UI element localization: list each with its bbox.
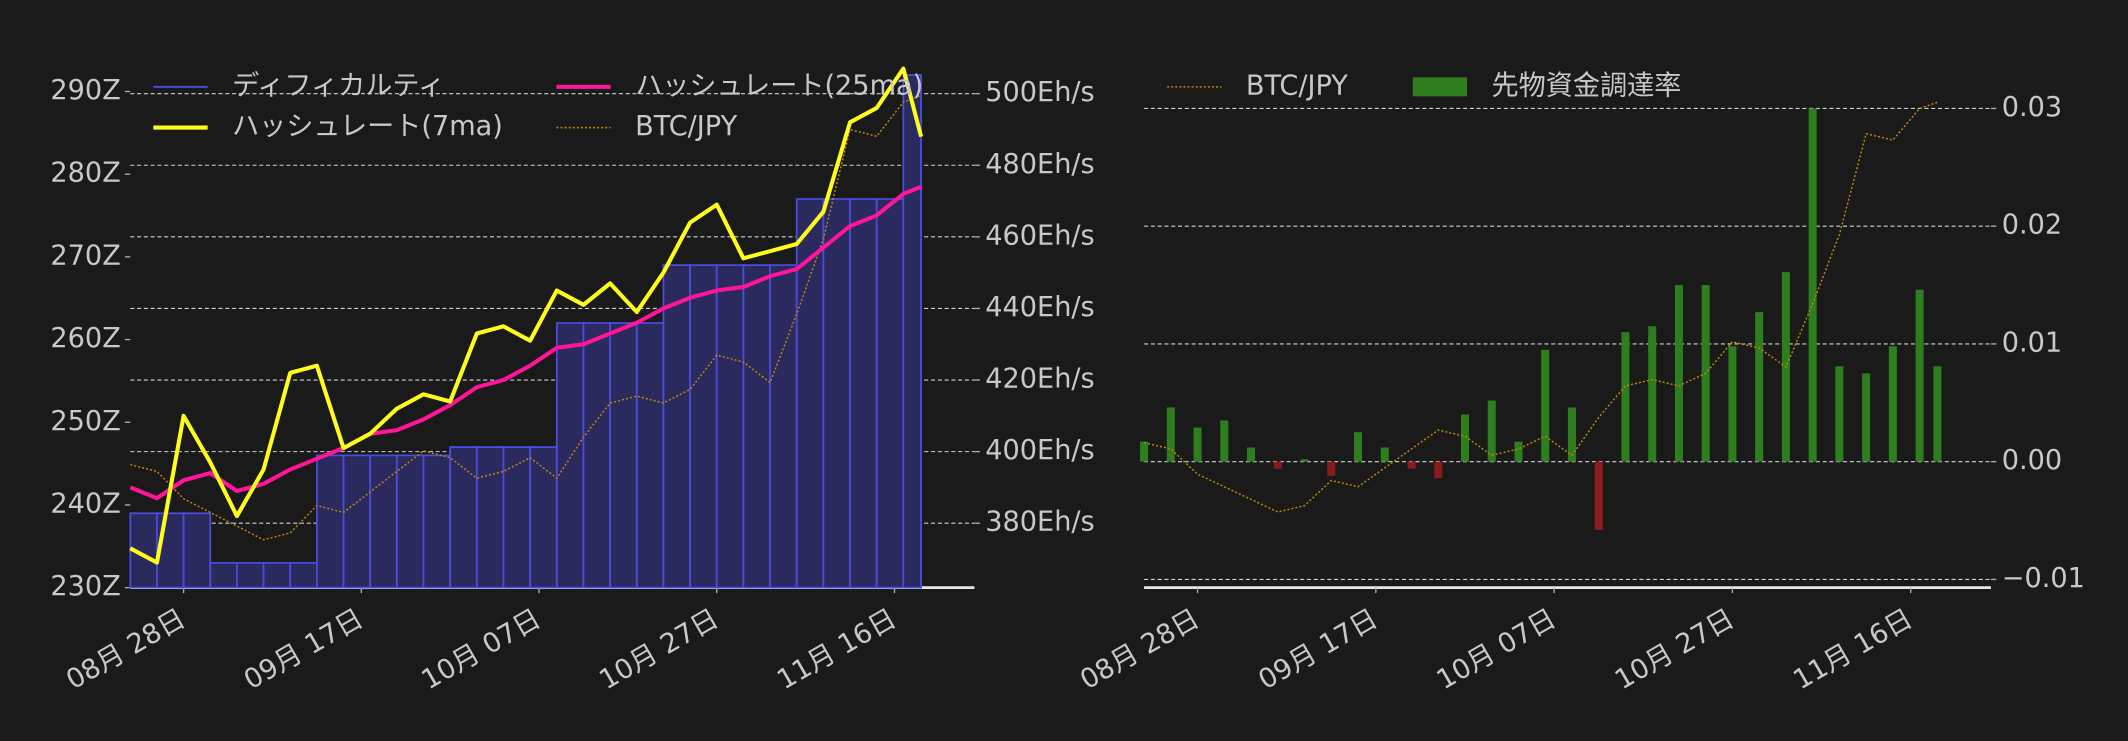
- y-tick-label: 280Z: [50, 158, 120, 189]
- area-step: [769, 264, 798, 589]
- area-step: [662, 264, 691, 589]
- area-step: [635, 322, 665, 589]
- area-step: [609, 322, 638, 589]
- panel: 230Z 240Z 250Z 260Z 270Z 280Z 290Z 380Eh/s 400Eh…: [50, 66, 1095, 696]
- bar: [1594, 461, 1603, 530]
- legend-label: ディフィカルティ: [232, 70, 445, 101]
- bar: [1327, 461, 1336, 476]
- area-step: [502, 446, 532, 589]
- y-tick-label: 240Z: [50, 488, 120, 519]
- area-step: [875, 198, 905, 589]
- area-step: [342, 454, 372, 589]
- legend-label: ハッシュレート(25ma): [635, 70, 923, 101]
- area-step: [689, 264, 718, 589]
- y-tick-label: 460Eh/s: [985, 220, 1094, 251]
- area-step: [289, 561, 318, 589]
- bar: [1674, 285, 1683, 462]
- area-step: [582, 322, 611, 589]
- bar: [1407, 461, 1416, 469]
- bar: [1514, 441, 1523, 462]
- y-tick-label: 270Z: [50, 240, 120, 271]
- area-step: [209, 561, 238, 589]
- bar: [1728, 346, 1737, 462]
- y-tick-label: 480Eh/s: [985, 149, 1094, 180]
- bar: [1354, 432, 1363, 462]
- y-tick-label: 290Z: [50, 75, 120, 106]
- bar: [1541, 349, 1550, 462]
- legend-swatch: [1412, 77, 1468, 97]
- bar: [1933, 366, 1942, 462]
- bar: [1862, 373, 1871, 462]
- area-step: [449, 446, 478, 589]
- y-tick-label: 260Z: [50, 323, 120, 354]
- bar: [1755, 312, 1764, 462]
- y-tick-label: 420Eh/s: [985, 364, 1094, 395]
- y-tick-label: 0.01: [2002, 327, 2062, 358]
- y-tick-label: 250Z: [50, 406, 120, 437]
- area-step: [555, 322, 585, 589]
- bar: [1460, 414, 1469, 462]
- y-tick-label: 0.03: [2002, 92, 2062, 123]
- bar: [1434, 461, 1443, 479]
- bar: [1140, 441, 1149, 462]
- bar: [1567, 407, 1576, 462]
- line: [129, 184, 922, 501]
- area-step: [395, 454, 425, 589]
- bar: [1220, 420, 1229, 462]
- line: [129, 66, 924, 565]
- bar: [1915, 289, 1924, 462]
- bar: [1487, 400, 1496, 462]
- area-step: [262, 561, 292, 589]
- area-step: [236, 561, 265, 589]
- area-step: [822, 198, 851, 589]
- bar: [1247, 447, 1256, 462]
- legend-label: 先物資金調達率: [1492, 70, 1682, 101]
- line: [130, 94, 922, 541]
- bar: [1166, 407, 1175, 462]
- y-tick-label: 500Eh/s: [985, 77, 1094, 108]
- area-step: [422, 454, 452, 589]
- bar: [1835, 366, 1844, 462]
- legend-label: BTC/JPY: [1246, 70, 1348, 101]
- line: [1143, 101, 1938, 513]
- y-tick-label: −0.01: [2002, 563, 2085, 594]
- y-tick-label: 380Eh/s: [985, 507, 1094, 538]
- y-tick-label: 0.00: [2002, 445, 2062, 476]
- area-step: [715, 264, 745, 589]
- y-tick-label: 0.02: [2002, 210, 2062, 241]
- area-step: [182, 512, 212, 589]
- bar: [1273, 461, 1282, 469]
- area-step: [742, 264, 771, 589]
- y-tick-label: 440Eh/s: [985, 292, 1094, 323]
- legend-label: BTC/JPY: [635, 111, 737, 142]
- bar: [1808, 108, 1817, 462]
- y-tick-label: 230Z: [50, 571, 120, 602]
- bar: [1193, 427, 1202, 462]
- area-step: [316, 454, 345, 589]
- bar: [1380, 447, 1389, 462]
- bar: [1648, 326, 1657, 462]
- bar: [1621, 332, 1630, 462]
- area-step: [475, 446, 505, 589]
- area-step: [902, 74, 922, 589]
- y-tick-label: 400Eh/s: [985, 435, 1094, 466]
- area-step: [849, 198, 878, 589]
- bar: [1888, 346, 1897, 462]
- legend-label: ハッシュレート(7ma): [232, 111, 503, 142]
- bar: [1300, 459, 1309, 462]
